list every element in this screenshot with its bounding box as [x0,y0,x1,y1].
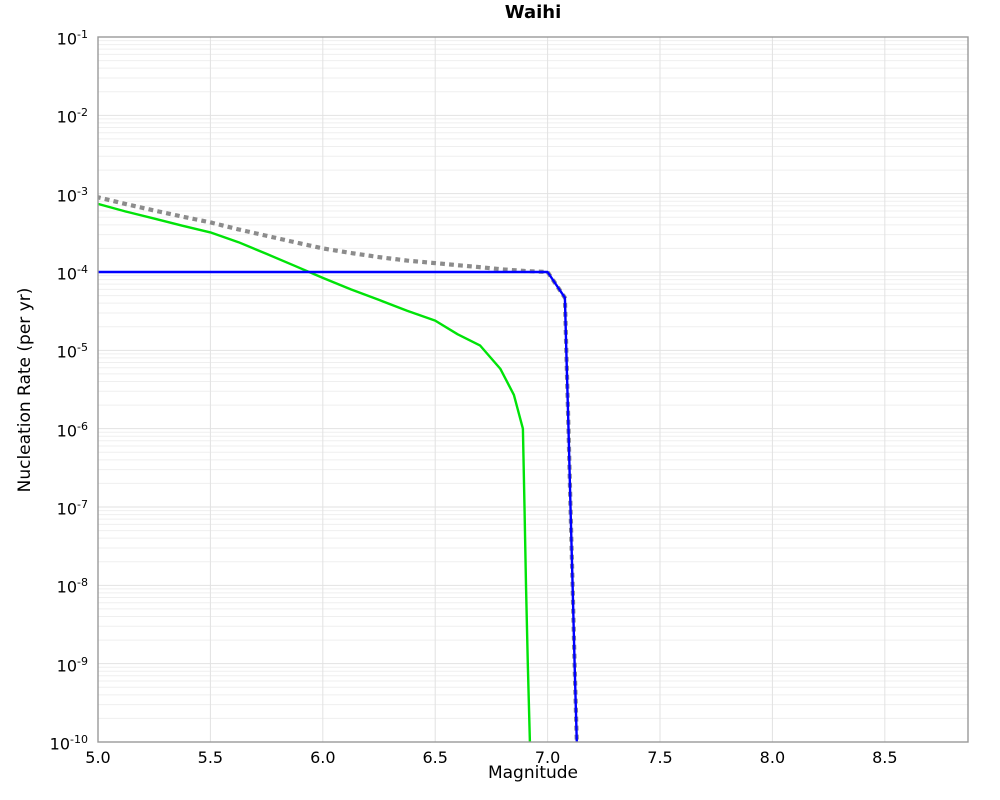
major-gridlines [98,37,968,742]
series-green-solid-rate [98,202,532,742]
y-tick-label: 10-10 [49,733,88,754]
data-series-group [98,195,579,742]
y-tick-label: 10-8 [56,576,88,597]
plot-border [97,36,969,743]
x-tick-label: 8.5 [872,748,898,767]
y-tick-label: 10-2 [56,106,88,127]
x-tick-label: 7.5 [647,748,673,767]
x-tick-label: 7.0 [534,748,561,767]
y-tick-label: 10-4 [56,263,88,284]
series-gray-dotted-total-rate [98,195,579,742]
x-tick-label: 6.0 [310,748,336,767]
x-axis-label: Magnitude [487,763,579,783]
y-tick-label: 10-7 [56,498,88,519]
chart-title: Waihi [504,2,562,23]
minor-gridlines [98,40,968,719]
x-tick-label: 5.0 [85,748,111,767]
y-tick-label: 10-1 [56,28,88,49]
y-tick-label: 10-3 [56,184,88,205]
x-tick-label: 5.5 [197,748,224,767]
x-tick-label: 6.5 [422,748,448,767]
x-tick-label: 8.0 [759,748,786,767]
y-axis-label: Nucleation Rate (per yr) [15,287,35,493]
y-tick-label: 10-6 [56,419,88,440]
series-blue-solid-rate [98,270,578,742]
y-tick-label: 10-9 [56,654,88,675]
y-tick-label: 10-5 [56,341,88,362]
